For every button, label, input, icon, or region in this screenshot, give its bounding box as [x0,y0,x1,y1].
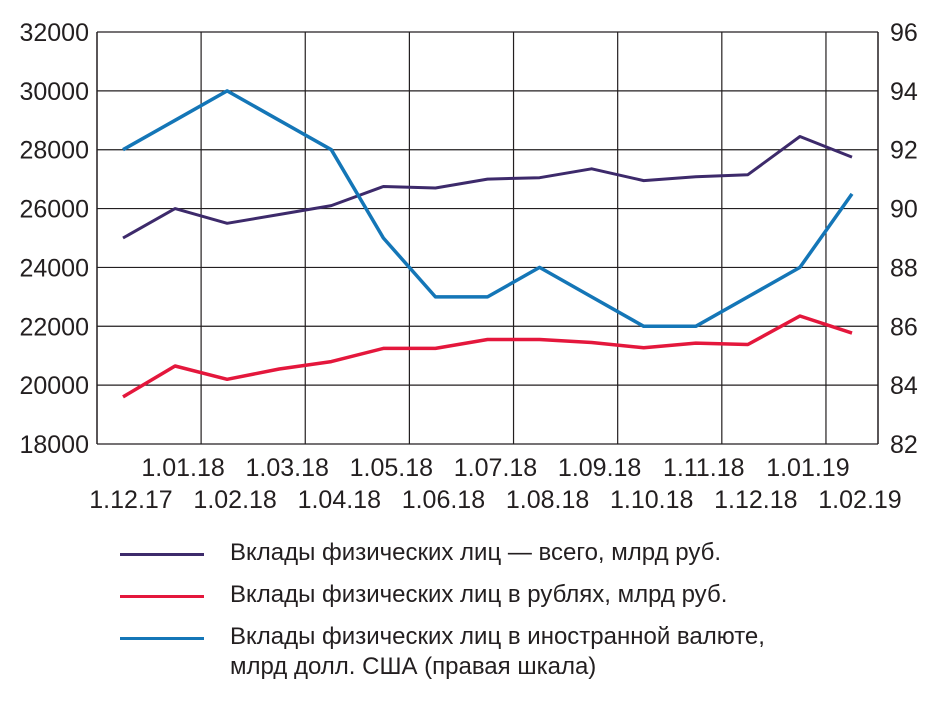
x-tick-label: 1.04.18 [298,486,381,514]
x-tick-label: 1.06.18 [402,486,485,514]
series-line-3 [122,89,854,329]
x-tick-label: 1.08.18 [506,486,589,514]
series-line-1 [122,135,853,240]
x-tick-label: 1.03.18 [246,454,329,482]
y-left-tick-label: 30000 [19,78,89,106]
x-tick-label: 1.02.19 [818,486,901,514]
y-left-tick-label: 22000 [19,313,89,341]
legend-label-total: Вклады физических лиц — всего, млрд руб. [230,539,722,566]
y-right-tick-label: 84 [890,372,918,400]
y-left-tick-label: 26000 [19,196,89,224]
y-right-tick-label: 82 [890,431,918,459]
legend-item-fx: Вклады физических лиц в иностранной валю… [120,622,920,682]
x-tick-label: 1.01.19 [766,454,849,482]
y-right-tick-label: 88 [890,254,918,282]
legend: Вклады физических лиц — всего, млрд руб.… [120,538,920,694]
x-tick-label: 1.10.18 [610,486,693,514]
y-left-tick-label: 32000 [19,19,89,47]
legend-swatch-total [120,553,204,556]
x-tick-label: 1.07.18 [454,454,537,482]
y-right-tick-label: 92 [890,137,918,165]
x-tick-label: 1.02.18 [193,486,276,514]
y-left-tick-label: 28000 [19,137,89,165]
x-tick-label: 1.12.18 [714,486,797,514]
x-tick-label: 1.01.18 [141,454,224,482]
y-left-tick-label: 20000 [19,372,89,400]
x-tick-label: 1.09.18 [558,454,641,482]
y-right-tick-label: 94 [890,78,918,106]
line-chart: 18000 20000 22000 24000 26000 28000 30000 32000… [19,19,918,514]
x-tick-label: 1.05.18 [350,454,433,482]
legend-swatch-fx [120,637,204,640]
series-line-2 [122,314,853,399]
legend-item-total: Вклады физических лиц — всего, млрд руб. [120,538,920,568]
y-right-tick-label: 86 [890,313,918,341]
y-left-tick-label: 24000 [19,254,89,282]
x-tick-label: 1.12.17 [89,486,172,514]
y-right-tick-label: 90 [890,196,918,224]
legend-label-rub: Вклады физических лиц в рублях, млрд руб… [230,581,728,608]
legend-swatch-rub [120,595,204,598]
legend-label-fx: Вклады физических лиц в иностранной валю… [230,623,765,680]
legend-item-rub: Вклады физических лиц в рублях, млрд руб… [120,580,920,610]
y-left-tick-label: 18000 [19,431,89,459]
x-tick-label: 1.11.18 [663,454,745,482]
y-right-tick-label: 96 [890,19,918,47]
